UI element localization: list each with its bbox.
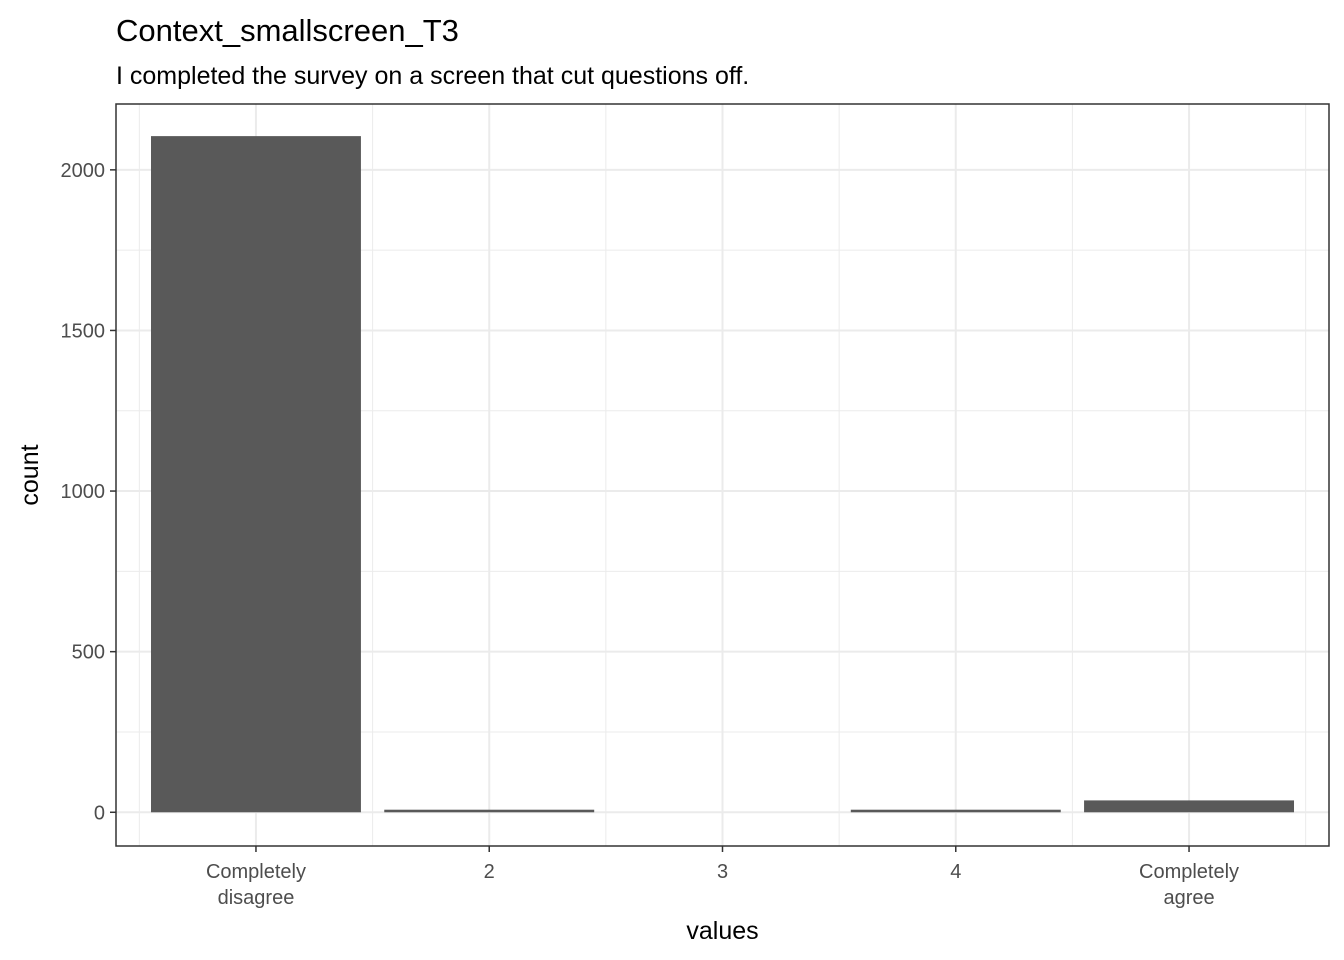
y-axis-title: count (16, 444, 44, 505)
x-tick-label: 3 (717, 861, 728, 883)
x-tick-label-line: Completely (206, 861, 306, 883)
y-tick-label: 1000 (61, 481, 106, 503)
x-tick-label-line: 4 (950, 861, 961, 883)
x-tick-label: 4 (950, 861, 961, 883)
x-tick-label-line: 2 (484, 861, 495, 883)
bar (1084, 800, 1295, 813)
bar (384, 809, 595, 813)
x-tick-label-line: agree (1163, 887, 1214, 909)
chart-subtitle: I completed the survey on a screen that … (116, 62, 749, 90)
bars (150, 136, 1295, 813)
y-tick-label: 2000 (61, 160, 106, 182)
x-tick-label: Completely agree (1139, 861, 1239, 909)
y-tick-label: 500 (72, 642, 105, 664)
x-tick-label-line: 3 (717, 861, 728, 883)
chart-title: Context_smallscreen_T3 (116, 13, 459, 48)
x-axis-title: values (686, 917, 758, 945)
x-tick-label-line: disagree (218, 887, 295, 909)
axis-ticks (110, 169, 1190, 852)
y-tick-labels: 0 500 1000 1500 2000 (61, 160, 106, 824)
x-tick-label-line: Completely (1139, 861, 1239, 883)
y-tick-label: 0 (94, 802, 105, 824)
bar (850, 809, 1061, 813)
x-tick-label: Completely disagree (206, 861, 306, 909)
bar (150, 136, 361, 813)
x-tick-label: 2 (484, 861, 495, 883)
y-tick-label: 1500 (61, 320, 106, 342)
x-tick-labels: Completely disagree 2 3 4 Completely agree (206, 861, 1239, 909)
